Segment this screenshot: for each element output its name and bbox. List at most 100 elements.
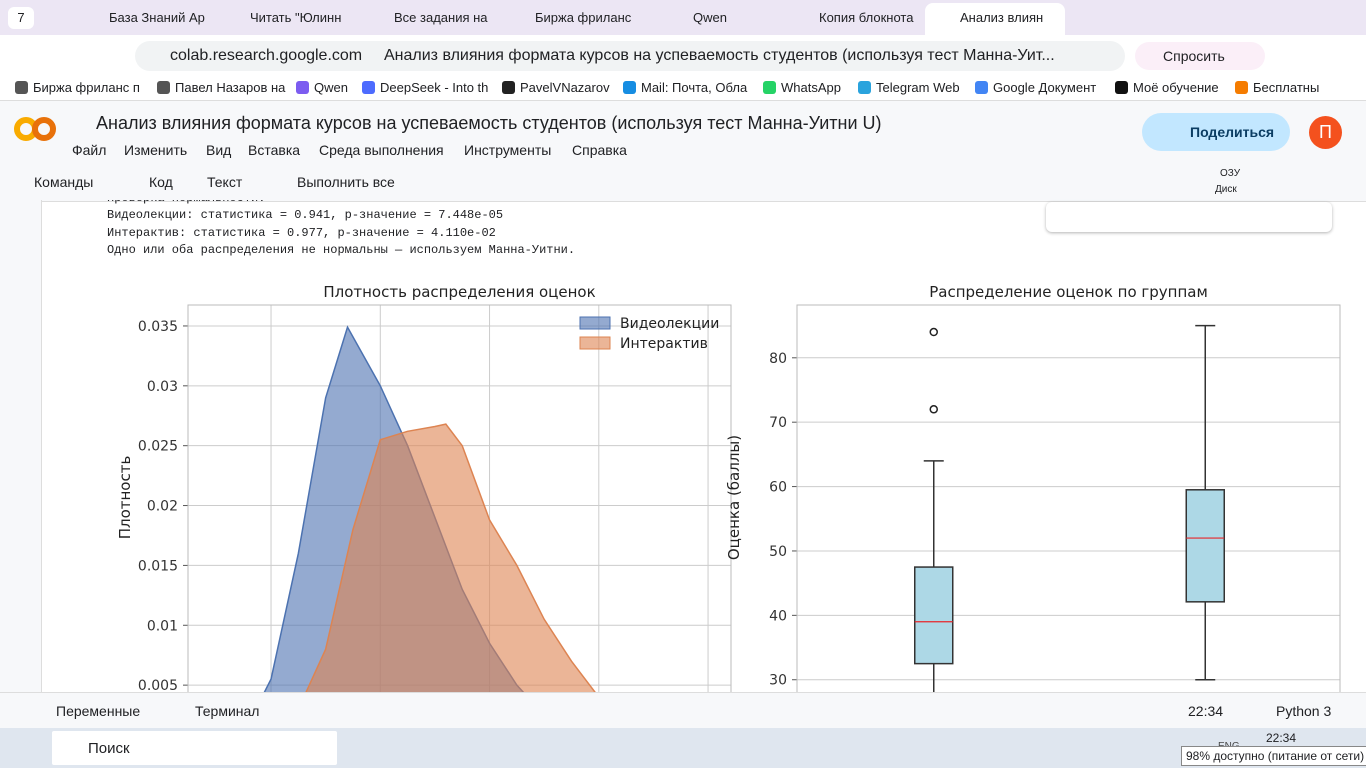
box bbox=[914, 566, 954, 665]
menu[interactable]: Справка bbox=[572, 142, 627, 158]
notebook-title[interactable]: Анализ влияния формата курсов на успевае… bbox=[96, 113, 882, 133]
toolbar-item[interactable]: Текст bbox=[207, 174, 243, 190]
colab-header bbox=[0, 100, 1366, 202]
chart-title: Плотность распределения оценок bbox=[323, 283, 595, 301]
y-tick-label: 30 bbox=[769, 673, 787, 689]
bookmark[interactable]: Биржа фриланс п bbox=[15, 80, 140, 95]
url[interactable]: colab.research.google.com bbox=[170, 47, 363, 64]
y-axis-label: Оценка (баллы) bbox=[725, 435, 743, 560]
bookmark[interactable]: Google Документ bbox=[975, 80, 1096, 95]
bookmark-label[interactable]: Google Документ bbox=[993, 80, 1097, 95]
menu[interactable]: Вставка bbox=[248, 142, 301, 158]
menu[interactable]: Файл bbox=[72, 142, 107, 158]
toolbar-item[interactable]: Код bbox=[149, 174, 173, 190]
legend: Видеолекции Интерактив bbox=[579, 316, 719, 352]
toolbar-item[interactable]: Выполнить все bbox=[297, 174, 395, 190]
y-tick-label: 60 bbox=[769, 480, 787, 496]
tab[interactable]: Все задания на bbox=[394, 10, 488, 25]
avatar[interactable]: П bbox=[1309, 116, 1342, 149]
tab-counter[interactable]: 7 bbox=[8, 7, 34, 29]
bookmark[interactable]: WhatsApp bbox=[763, 80, 841, 95]
box bbox=[1185, 489, 1225, 603]
ask-label[interactable]: Спросить bbox=[1163, 48, 1225, 64]
y-tick-label: 0.025 bbox=[138, 439, 178, 455]
status-item[interactable]: Терминал bbox=[195, 703, 260, 719]
y-axis-label: Плотность bbox=[116, 456, 134, 540]
tab[interactable]: Копия блокнота bbox=[819, 10, 914, 25]
legend-label: Видеолекции bbox=[620, 316, 719, 332]
search-box[interactable] bbox=[52, 731, 337, 765]
bookmark-label[interactable]: Павел Назаров на bbox=[175, 80, 286, 95]
status-item[interactable]: Переменные bbox=[56, 703, 141, 719]
bookmark-label[interactable]: DeepSeek - Into th bbox=[380, 80, 489, 95]
tab-strip bbox=[0, 0, 1366, 35]
bookmark[interactable]: Павел Назаров на bbox=[157, 80, 285, 95]
bookmark[interactable]: Моё обучение bbox=[1115, 80, 1219, 95]
bookmark-label[interactable]: Моё обучение bbox=[1133, 80, 1219, 95]
output-line: Интерактив: статистика = 0.977, p-значен… bbox=[107, 226, 496, 240]
y-tick-label: 0.03 bbox=[147, 379, 178, 395]
toolbar-item[interactable]: Команды bbox=[34, 174, 94, 190]
output-line: Одно или оба распределения не нормальны … bbox=[107, 243, 576, 257]
active-tab[interactable]: Анализ влиян bbox=[960, 10, 1044, 25]
bookmark-label[interactable]: Биржа фриланс п bbox=[33, 80, 140, 95]
legend-swatch bbox=[579, 336, 611, 350]
bookmark-label[interactable]: Telegram Web bbox=[876, 80, 960, 95]
y-tick-label: 0.005 bbox=[138, 678, 178, 692]
y-tick-label: 70 bbox=[769, 415, 787, 431]
bookmark[interactable]: Mail: Почта, Обла bbox=[623, 80, 747, 95]
bookmark[interactable]: Telegram Web bbox=[858, 80, 960, 95]
y-tick-label: 0.02 bbox=[147, 499, 178, 515]
output-line: Видеолекции: статистика = 0.941, p-значе… bbox=[107, 208, 504, 222]
y-tick-label: 0.035 bbox=[138, 319, 178, 335]
cell-output: Проверка нормальности: Видеолекции: стат… bbox=[62, 200, 1350, 692]
tab[interactable]: Qwen bbox=[693, 10, 727, 25]
legend-swatch bbox=[579, 316, 611, 330]
outlier bbox=[929, 405, 938, 414]
bookmark-label[interactable]: PavelVNazarov bbox=[520, 80, 610, 95]
y-tick-label: 40 bbox=[769, 608, 787, 624]
clock[interactable]: 22:34 bbox=[1266, 731, 1297, 745]
bookmark[interactable]: DeepSeek - Into th bbox=[362, 80, 488, 95]
colab-logo bbox=[14, 114, 56, 144]
y-tick-label: 0.015 bbox=[138, 558, 178, 574]
bookmark[interactable]: Бесплатны bbox=[1235, 80, 1319, 95]
tab[interactable]: Читать "Юлинн bbox=[250, 10, 342, 25]
bookmark-label[interactable]: Mail: Почта, Обла bbox=[641, 80, 748, 95]
status-item: 22:34 bbox=[1188, 703, 1224, 719]
bookmark-label[interactable]: Бесплатны bbox=[1253, 80, 1320, 95]
legend-label: Интерактив bbox=[620, 336, 708, 352]
active-tab-bg bbox=[925, 3, 1065, 35]
y-tick-label: 0.01 bbox=[147, 618, 178, 634]
bookmark[interactable]: Qwen bbox=[296, 80, 348, 95]
menu[interactable]: Вид bbox=[206, 142, 232, 158]
bookmark-label[interactable]: WhatsApp bbox=[781, 80, 841, 95]
tab[interactable]: Биржа фриланс bbox=[535, 10, 632, 25]
plots: 0.005 0.01 0.015 0.02 0.025 0.03 0.035 Плотност… bbox=[116, 283, 1341, 692]
plot-frame bbox=[187, 304, 732, 692]
y-tick-label: 50 bbox=[769, 544, 787, 560]
share-button[interactable] bbox=[1142, 113, 1290, 151]
menu[interactable]: Инструменты bbox=[464, 142, 552, 158]
share-label[interactable]: Поделиться bbox=[1190, 124, 1275, 140]
page-title: Анализ влияния формата курсов на успевае… bbox=[384, 47, 1055, 64]
search-label[interactable]: Поиск bbox=[88, 740, 130, 757]
plot-area bbox=[796, 304, 1341, 692]
density-area bbox=[305, 423, 596, 692]
cell-toolbar[interactable] bbox=[1046, 202, 1332, 232]
logo-svg bbox=[14, 117, 56, 141]
menu[interactable]: Среда выполнения bbox=[319, 142, 444, 158]
bookmark-label[interactable]: Qwen bbox=[314, 80, 348, 95]
ask-button[interactable] bbox=[1135, 42, 1265, 70]
disk-label: Диск bbox=[1215, 184, 1237, 195]
status-bar bbox=[0, 692, 1366, 729]
chart-title: Распределение оценок по группам bbox=[929, 283, 1208, 301]
tab[interactable]: База Знаний Ар bbox=[109, 10, 205, 25]
omnibox[interactable] bbox=[135, 41, 1125, 71]
bookmark[interactable]: PavelVNazarov bbox=[502, 80, 610, 95]
output-line: Проверка нормальности: bbox=[107, 200, 265, 205]
menu[interactable]: Изменить bbox=[124, 142, 188, 158]
y-tick-label: 80 bbox=[769, 351, 787, 367]
status-item[interactable]: Python 3 bbox=[1276, 703, 1332, 719]
